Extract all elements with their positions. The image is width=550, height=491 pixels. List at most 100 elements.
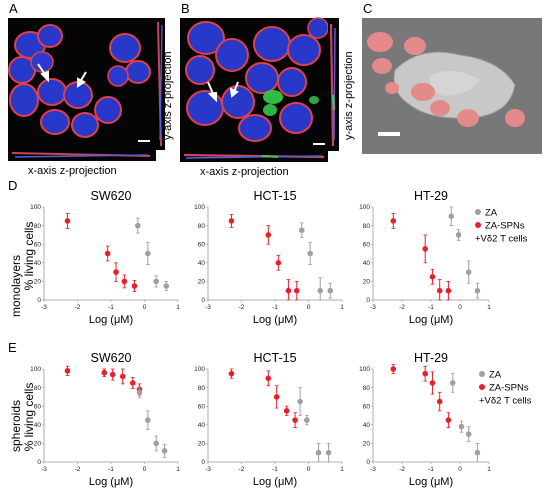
data-point [265, 232, 272, 238]
legend-marker [475, 222, 481, 228]
chart-title: HCT-15 [253, 351, 296, 365]
panel-e-letter: E [8, 340, 17, 355]
data-point [228, 370, 235, 377]
x-tick-label: 0 [143, 466, 147, 473]
data-point [307, 250, 313, 257]
y-tick-label: 100 [359, 204, 370, 211]
legend-marker [475, 209, 481, 215]
series-za-spns [64, 365, 143, 396]
y-tick-label: 100 [30, 366, 41, 373]
data-point [436, 287, 443, 294]
x-tick-label: -1 [108, 466, 114, 473]
data-point [129, 380, 136, 386]
series-za [135, 217, 170, 292]
panel-b-arrows [207, 81, 239, 103]
data-point [445, 287, 452, 294]
y-tick-label: 40 [34, 422, 42, 429]
panel-b-letter: B [181, 1, 190, 16]
x-tick-label: -1 [108, 304, 114, 311]
data-point [292, 417, 298, 423]
y-tick-label: 80 [363, 223, 371, 230]
y-tick-label: 40 [363, 260, 371, 267]
data-point [119, 373, 126, 380]
chart-d-hct-15: HCT-15 0 20 40 60 80 100 -3 -2 -1 0 1 Log (μM) [194, 189, 344, 326]
chart-title: SW620 [91, 189, 132, 203]
x-tick-label: 0 [307, 466, 311, 473]
panel-c-letter: C [363, 1, 372, 16]
data-point [325, 449, 332, 456]
panel-c-scale-bar [378, 132, 400, 136]
data-point [465, 269, 472, 275]
data-point [429, 273, 436, 280]
data-point [315, 449, 322, 456]
y-tick-label: 60 [198, 403, 206, 410]
x-axis-label: Log (μM) [409, 476, 453, 488]
y-tick-label: 80 [34, 385, 42, 392]
x-tick-label: -1 [428, 304, 434, 311]
y-tick-label: 0 [201, 459, 205, 466]
data-point [265, 375, 272, 382]
y-tick-label: 0 [201, 297, 205, 304]
x-tick-label: 1 [340, 304, 344, 311]
x-tick-label: 1 [176, 466, 180, 473]
y-tick-label: 80 [198, 223, 206, 230]
x-tick-label: -3 [205, 304, 211, 311]
data-point [145, 250, 151, 257]
y-tick-label: 80 [198, 385, 206, 392]
x-tick-label: 0 [307, 304, 311, 311]
x-tick-label: -2 [239, 304, 245, 311]
y-tick-label: 0 [37, 459, 41, 466]
x-axis-label: Log (μM) [89, 476, 133, 488]
y-tick-label: 80 [363, 385, 371, 392]
legend-entry: ZA [485, 208, 498, 219]
panel-c: C [362, 1, 542, 154]
data-point [455, 232, 462, 238]
data-point [285, 287, 292, 294]
panel-a-y-label: y-axis z-projection [162, 51, 174, 140]
x-tick-label: -3 [205, 466, 211, 473]
legend-marker [479, 371, 485, 377]
series-za-spns [390, 213, 452, 301]
data-point [109, 371, 116, 378]
data-point [113, 269, 119, 275]
series-za [299, 222, 334, 301]
chart-title: HT-29 [414, 351, 448, 365]
data-point [153, 440, 160, 447]
y-tick-label: 100 [194, 204, 205, 211]
y-tick-label: 20 [34, 441, 42, 448]
x-tick-label: -3 [41, 304, 47, 311]
data-point [64, 368, 71, 374]
y-tick-label: 100 [194, 366, 205, 373]
data-point [436, 398, 443, 405]
panel-b-y-projection [328, 18, 339, 151]
series-za-spns [390, 363, 452, 428]
data-point [293, 287, 300, 294]
series-za [297, 387, 332, 463]
data-point [465, 431, 472, 437]
data-point [104, 250, 111, 257]
x-axis-label: Log (μM) [253, 314, 297, 326]
x-tick-label: 1 [176, 304, 180, 311]
legend: ZA ZA-SPNs +Vδ2 T cells [475, 208, 528, 245]
data-point [161, 448, 168, 454]
data-point [136, 389, 143, 396]
series-za-spns [228, 214, 300, 301]
series-za [449, 373, 481, 463]
data-point [429, 380, 436, 386]
data-point [121, 278, 128, 285]
panel-a: A x-axis z-projection y-axis z-projectio… [8, 1, 174, 177]
data-point [390, 218, 397, 224]
data-point [275, 260, 282, 266]
panel-a-arrows [37, 63, 87, 88]
x-tick-label: 1 [487, 466, 491, 473]
data-point [228, 218, 235, 224]
data-point [101, 369, 108, 376]
panel-d-ylabel: % living cells [22, 222, 36, 291]
panel-d-row-label: monolayers [9, 255, 23, 317]
x-tick-label: -2 [239, 466, 245, 473]
data-point [145, 417, 151, 423]
y-tick-label: 60 [34, 403, 42, 410]
x-tick-label: 1 [340, 466, 344, 473]
data-point [131, 283, 138, 289]
